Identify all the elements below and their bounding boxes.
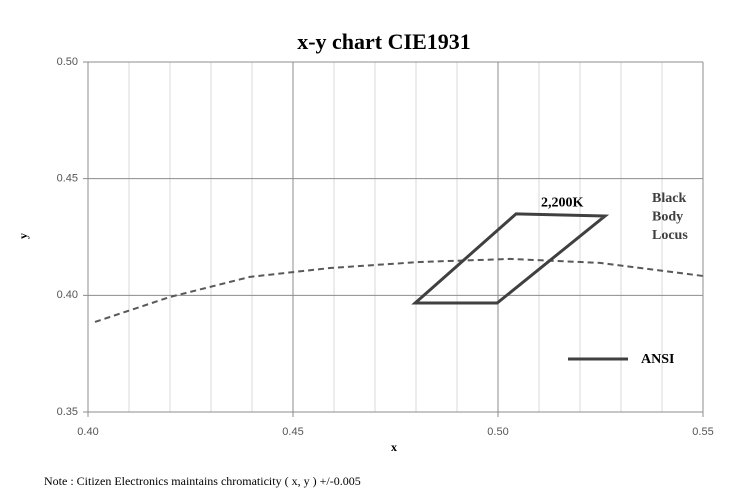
x-axis-label: x — [391, 440, 397, 454]
legend-label: ANSI — [641, 352, 674, 367]
x-tick-label: 0.50 — [487, 426, 508, 438]
x-tick-label: 0.45 — [282, 426, 303, 438]
annotation: 2,200K — [541, 195, 584, 210]
x-tick-label: 0.40 — [77, 426, 98, 438]
ansi-quadrangle — [411, 212, 610, 305]
y-tick-label: 0.40 — [57, 289, 78, 301]
chart-title: x-y chart CIE1931 — [297, 29, 471, 54]
note: Note : Citizen Electronics maintains chr… — [44, 474, 361, 488]
y-axis-label: y — [16, 233, 30, 239]
locus-label-word: Locus — [652, 228, 688, 243]
locus-label-word: Body — [652, 210, 683, 225]
locus-line — [94, 257, 704, 323]
x-tick-label: 0.55 — [692, 426, 713, 438]
locus-label-word: Black — [652, 191, 686, 206]
y-tick-label: 0.50 — [57, 56, 78, 68]
y-tick-label: 0.45 — [57, 173, 78, 185]
y-tick-label: 0.35 — [57, 406, 78, 418]
